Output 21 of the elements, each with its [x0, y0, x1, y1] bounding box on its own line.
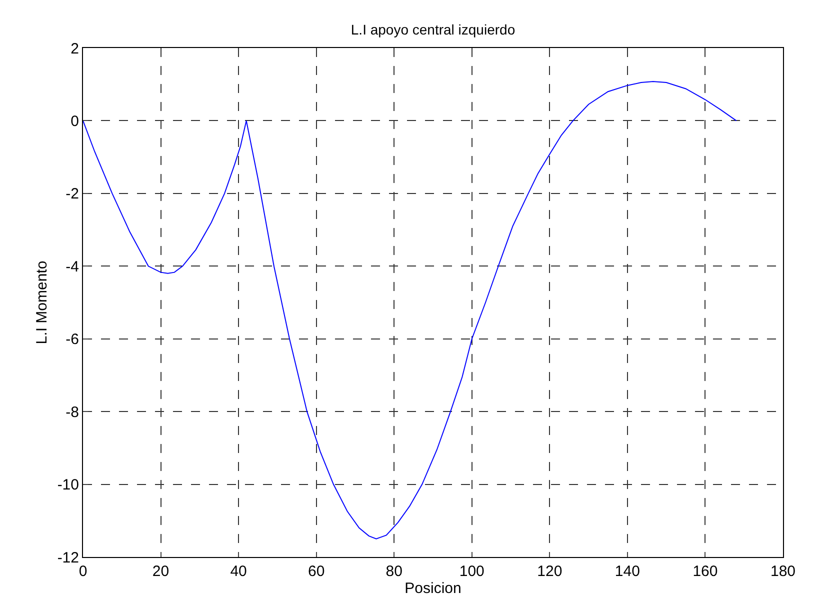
y-tick-label: -10 — [57, 476, 79, 494]
y-tick-label: -2 — [66, 186, 79, 203]
x-tick-label: 120 — [537, 563, 562, 580]
x-tick-label: 60 — [308, 563, 325, 580]
y-tick-label: -6 — [66, 331, 79, 348]
x-tick-label: 180 — [770, 563, 796, 580]
x-axis-title: Posicion — [404, 580, 462, 597]
y-tick-label: 2 — [70, 40, 79, 58]
x-tick-label: 40 — [230, 563, 247, 580]
x-tick-label: 140 — [614, 563, 640, 580]
chart-title: L.I apoyo central izquierdo — [350, 21, 516, 38]
x-tick-label: 160 — [692, 563, 718, 580]
y-axis-title: L.I Momento — [34, 260, 51, 344]
line-series — [83, 80, 737, 540]
y-tick-label: -12 — [57, 549, 79, 566]
y-tick-label: 0 — [70, 112, 79, 130]
y-tick-label: -4 — [66, 258, 79, 276]
x-tick-label: 20 — [152, 563, 170, 580]
x-tick-label: 100 — [459, 563, 484, 580]
y-tick-label: -8 — [66, 404, 79, 421]
x-tick-label: 80 — [386, 563, 402, 580]
